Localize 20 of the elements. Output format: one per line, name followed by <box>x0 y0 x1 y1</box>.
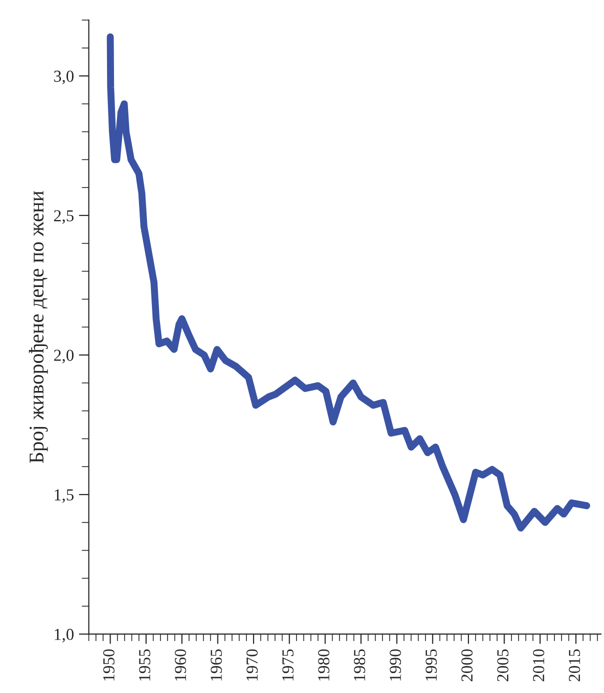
y-tick-label: 3,0 <box>54 70 74 84</box>
x-tick-label: 1990 <box>390 649 401 681</box>
x-tick-label: 2000 <box>461 649 473 682</box>
y-tick-label: 2,5 <box>54 210 74 224</box>
x-tick-label: 1970 <box>246 649 258 681</box>
x-tick-label: 2010 <box>533 649 544 682</box>
y-tick-label: 1,0 <box>54 628 74 642</box>
y-tick-label: 2,0 <box>54 350 74 364</box>
x-tick-label: 2015 <box>568 649 580 682</box>
x-tick-label: 1965 <box>210 649 222 681</box>
x-tick-label: 1975 <box>282 649 294 681</box>
x-tick-label: 1995 <box>426 649 437 681</box>
y-axis-title: Број живорођене деце по жени <box>28 191 48 464</box>
y-tick-label: 1,5 <box>54 489 74 503</box>
x-tick-label: 1985 <box>354 649 366 681</box>
x-tick-label: 1960 <box>174 649 186 681</box>
x-tick-label: 1980 <box>318 649 330 681</box>
x-tick-label: 1955 <box>139 649 150 681</box>
x-tick-label: 2005 <box>497 649 508 682</box>
x-tick-label: 1950 <box>103 649 114 681</box>
